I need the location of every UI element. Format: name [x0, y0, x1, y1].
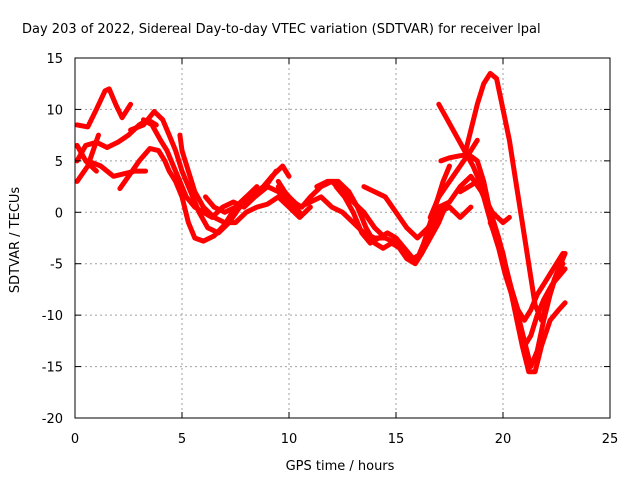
- x-tick-label: 0: [71, 432, 79, 447]
- series-line-arc-6: [117, 146, 260, 244]
- series-line-arc-16: [427, 137, 480, 220]
- y-axis-label: SDTVAR / TECUs: [8, 187, 23, 294]
- y-tick-label: -5: [50, 258, 63, 273]
- y-tick-labels: -20 -15 -10 -5 0 5 10 15: [42, 52, 63, 427]
- y-tick-label: -20: [42, 412, 63, 427]
- series-line-arc-1: [74, 86, 134, 130]
- x-tick-label: 5: [178, 432, 186, 447]
- chart-title: Day 203 of 2022, Sidereal Day-to-day VTE…: [22, 22, 541, 37]
- series-group: [74, 70, 568, 375]
- series-line-arc-10: [203, 168, 279, 215]
- series-line-arc-20: [462, 70, 568, 323]
- series-line-arc-21: [487, 220, 566, 323]
- series-line-arc-8: [141, 117, 303, 220]
- x-tick-label: 25: [602, 432, 619, 447]
- y-tick-label: -10: [42, 309, 63, 324]
- series-line-arc-9: [177, 132, 313, 226]
- plot-frame: [74, 57, 611, 419]
- series-line-arc-18: [436, 101, 566, 370]
- x-tick-label: 20: [495, 432, 512, 447]
- y-tick-label: -15: [42, 361, 63, 376]
- x-tick-label: 10: [281, 432, 298, 447]
- y-tick-label: 5: [55, 155, 63, 170]
- x-tick-labels: 0 5 10 15 20 25: [71, 432, 618, 447]
- y-tick-label: 10: [46, 103, 63, 118]
- y-tick-label: 15: [46, 52, 63, 67]
- x-axis-label: GPS time / hours: [286, 459, 395, 474]
- series-line-arc-4: [74, 132, 101, 184]
- y-tick-label: 0: [55, 206, 63, 221]
- series-line-arc-14: [333, 184, 474, 262]
- x-tick-label: 15: [388, 432, 405, 447]
- ticks: [74, 57, 611, 419]
- series-line-arc-5: [85, 158, 149, 179]
